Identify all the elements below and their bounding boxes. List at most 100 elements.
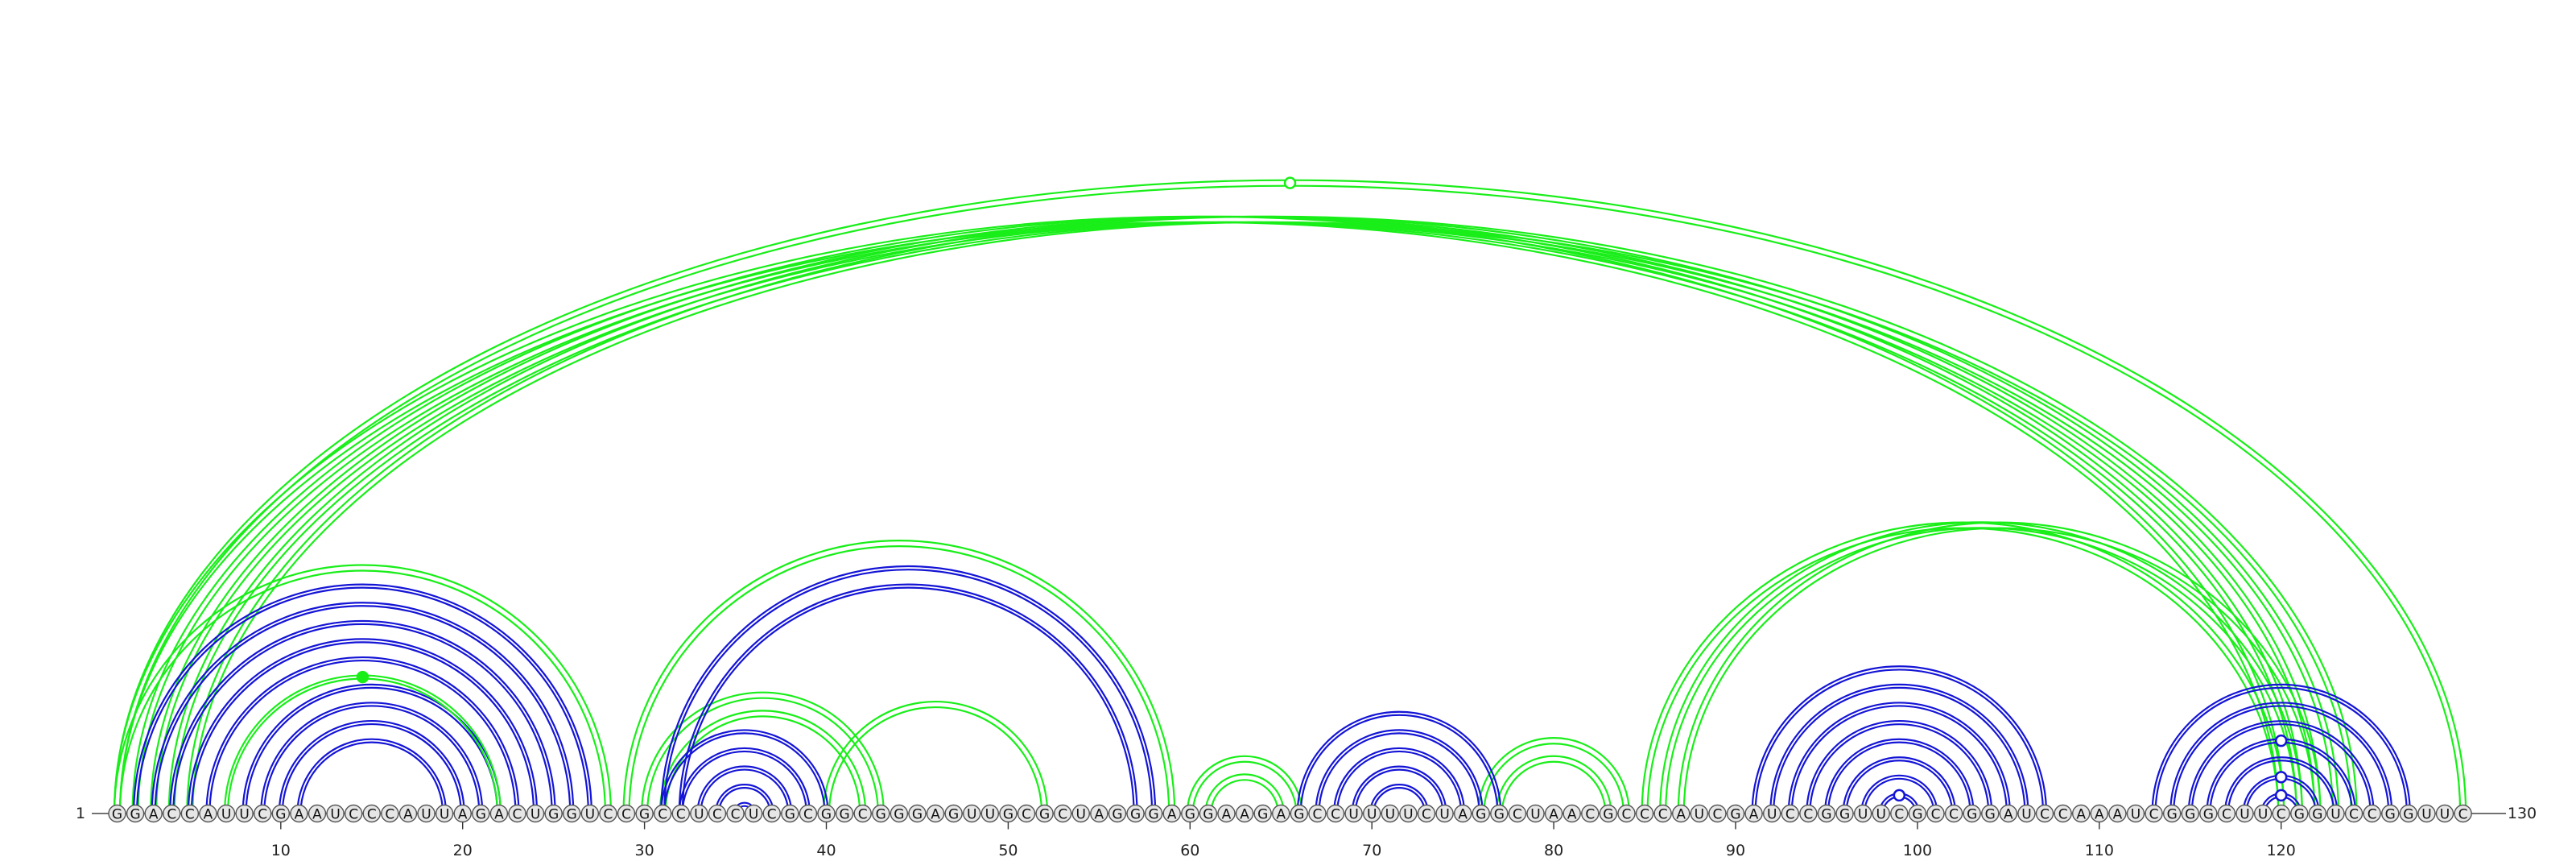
tick-label: 100	[1903, 842, 1932, 857]
nucleotide-circle	[180, 804, 200, 823]
base-pair-arc	[646, 697, 879, 814]
nucleotide-letter: G	[2294, 807, 2305, 823]
start-position-label: 1	[76, 805, 85, 822]
nucleotide-letter: C	[731, 807, 741, 823]
nucleotide-letter: C	[1931, 807, 1941, 823]
nucleotide: U	[2017, 804, 2036, 823]
nucleotide-circle	[1708, 804, 1727, 823]
nucleotide-letter: U	[1876, 807, 1886, 823]
nucleotide: C	[1326, 804, 1345, 823]
base-pair-arc	[245, 686, 498, 814]
nucleotide-circle	[853, 804, 872, 823]
base-pair-arc	[1677, 521, 2322, 814]
nucleotide-circle	[1853, 804, 1872, 823]
nucleotide-circle	[762, 804, 781, 823]
nucleotide-letter: C	[1803, 807, 1813, 823]
nucleotide: A	[290, 804, 308, 823]
nucleotide: G	[1290, 804, 1309, 823]
nucleotide-letter: C	[676, 807, 686, 823]
base-pair-arc	[1373, 787, 1426, 814]
base-pair-arc	[664, 715, 861, 814]
nucleotide-letter: A	[1549, 807, 1558, 823]
nucleotide-circle	[435, 804, 454, 823]
nucleotide: A	[1744, 804, 1763, 823]
nucleotide: A	[144, 804, 163, 823]
nucleotide-letter: C	[603, 807, 613, 823]
nucleotide-letter: U	[694, 807, 704, 823]
nucleotide-letter: G	[785, 807, 795, 823]
base-pair-arc	[154, 605, 572, 814]
nucleotide: C	[2217, 804, 2236, 823]
nucleotide-circle	[2435, 804, 2454, 823]
nucleotide-circle	[163, 804, 181, 823]
base-pair-arc	[113, 564, 613, 814]
base-pair-arc	[187, 638, 539, 814]
nucleotide: A	[2072, 804, 2091, 823]
base-pair-arc	[169, 619, 556, 814]
nucleotide-letter: C	[2040, 807, 2050, 823]
nucleotide: C	[1944, 804, 1963, 823]
base-pair-arc	[172, 623, 553, 814]
nucleotide-circle	[508, 804, 526, 823]
base-pair-arc	[1827, 741, 1971, 814]
nucleotide: A	[1217, 804, 1236, 823]
base-pair-arc	[1769, 683, 2029, 814]
arc-layer	[114, 178, 2466, 814]
base-pair-arc	[278, 720, 465, 814]
base-pair-arc	[192, 221, 2352, 814]
nucleotide-letter: U	[967, 807, 976, 823]
nucleotide: U	[1762, 804, 1781, 823]
nucleotide: A	[398, 804, 418, 823]
nucleotide: U	[2253, 804, 2273, 823]
nucleotide-letter: A	[1749, 807, 1759, 823]
nucleotide-letter: G	[1839, 807, 1850, 823]
nucleotide-circle	[580, 804, 600, 823]
nucleotide-letter: C	[1640, 807, 1649, 823]
nucleotide: A	[1272, 804, 1290, 823]
base-pair-arc	[1641, 521, 2285, 814]
nucleotide-letter: G	[548, 807, 559, 823]
nucleotide-letter: G	[1130, 807, 1141, 823]
nucleotide: G	[271, 804, 291, 823]
nucleotide-letter: U	[421, 807, 431, 823]
nucleotide: U	[326, 804, 345, 823]
nucleotide-circle	[1526, 804, 1545, 823]
nucleotide: C	[254, 804, 272, 823]
nucleotide-circle	[199, 804, 217, 823]
base-pair-arc	[714, 784, 774, 814]
nucleotide: C	[1417, 804, 1436, 823]
base-pair-arc	[260, 702, 484, 814]
nucleotide: G	[890, 804, 909, 823]
nucleotide: G	[1726, 804, 1745, 823]
base-pair-arc	[1806, 720, 1993, 814]
nucleotide: U	[2326, 804, 2345, 823]
nucleotide: U	[2417, 804, 2436, 823]
nucleotide-letter: G	[1294, 807, 1304, 823]
nucleotide: U	[2126, 804, 2145, 823]
nucleotide-letter: U	[330, 807, 340, 823]
nucleotide: A	[926, 804, 945, 823]
nucleotide-letter: C	[621, 807, 631, 823]
nucleotide-circle	[1472, 804, 1490, 823]
nucleotide-letter: C	[1712, 807, 1722, 823]
nucleotide-circle	[2326, 804, 2345, 823]
tick-label: 70	[1362, 842, 1381, 857]
nucleotide: G	[817, 804, 836, 823]
nucleotide: G	[2290, 804, 2309, 823]
base-pair-arc	[151, 602, 575, 814]
nucleotide-circle	[2290, 804, 2309, 823]
nucleotide-circle	[2072, 804, 2091, 823]
nucleotide-circle	[563, 804, 581, 823]
nucleotide: A	[453, 804, 472, 823]
nucleotide-letter: A	[1222, 807, 1232, 823]
nucleotide-letter: C	[1949, 807, 1959, 823]
base-pair-arc	[135, 586, 589, 814]
nucleotide: A	[1544, 804, 1563, 823]
nucleotide: G	[126, 804, 145, 823]
nucleotide-letter: G	[2185, 807, 2195, 823]
base-pair-arc	[1204, 773, 1285, 814]
nucleotide: G	[1108, 804, 1127, 823]
nucleotide: G	[2399, 804, 2418, 823]
nucleotide-letter: G	[2385, 807, 2396, 823]
base-pair-arc	[1369, 784, 1430, 814]
